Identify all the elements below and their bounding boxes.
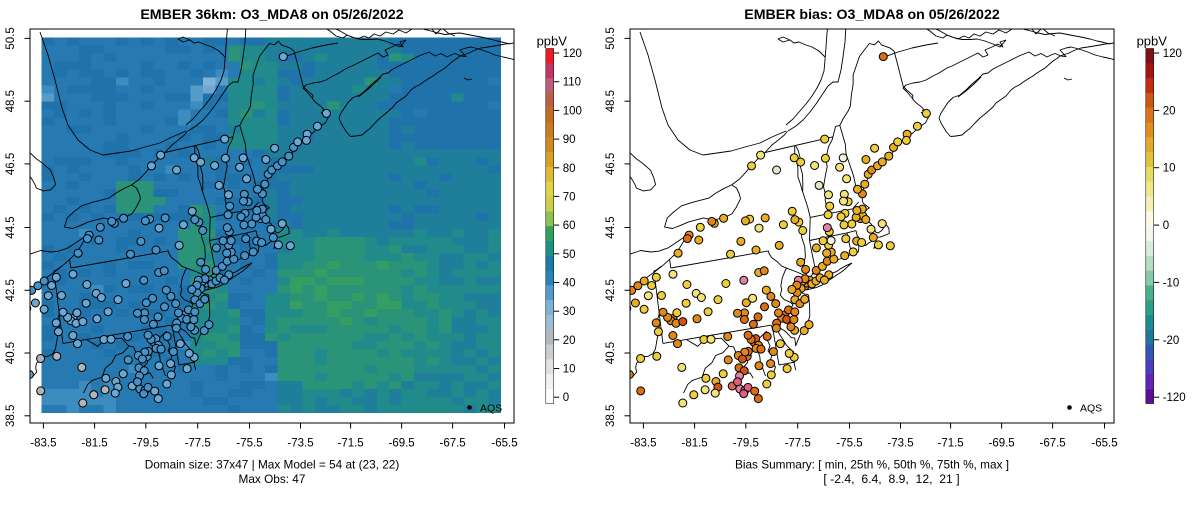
- svg-text:ppbV: ppbV: [1137, 34, 1168, 49]
- svg-text:-65.5: -65.5: [1091, 438, 1117, 450]
- svg-text:0: 0: [1163, 220, 1169, 232]
- svg-text:-67.5: -67.5: [1039, 438, 1065, 450]
- svg-text:44.5: 44.5: [605, 216, 617, 238]
- svg-text:-73.5: -73.5: [287, 438, 313, 450]
- svg-text:-77.5: -77.5: [785, 438, 811, 450]
- svg-text:-81.5: -81.5: [681, 438, 707, 450]
- svg-text:90: 90: [563, 134, 576, 146]
- svg-text:-73.5: -73.5: [887, 438, 913, 450]
- svg-text:-69.5: -69.5: [388, 438, 414, 450]
- svg-text:-20: -20: [1163, 335, 1180, 347]
- svg-text:20: 20: [563, 335, 576, 347]
- svg-text:-75.5: -75.5: [236, 438, 262, 450]
- svg-text:10: 10: [563, 364, 576, 376]
- svg-text:-83.5: -83.5: [30, 438, 56, 450]
- svg-text:42.5: 42.5: [5, 279, 17, 301]
- svg-text:38.5: 38.5: [605, 405, 617, 427]
- svg-text:10: 10: [1163, 163, 1176, 175]
- svg-text:60: 60: [563, 220, 576, 232]
- svg-text:120: 120: [563, 48, 582, 60]
- svg-text:Max Obs: 47: Max Obs: 47: [239, 472, 306, 486]
- svg-text:30: 30: [563, 306, 576, 318]
- svg-text:50: 50: [563, 249, 576, 261]
- svg-text:AQS: AQS: [1080, 403, 1102, 415]
- svg-text:-71.5: -71.5: [937, 438, 963, 450]
- svg-text:42.5: 42.5: [605, 279, 617, 301]
- svg-text:50.5: 50.5: [605, 27, 617, 49]
- svg-text:70: 70: [563, 191, 576, 203]
- svg-text:44.5: 44.5: [5, 216, 17, 238]
- svg-text:40.5: 40.5: [5, 342, 17, 364]
- svg-text:46.5: 46.5: [605, 153, 617, 175]
- svg-text:Bias Summary: [ min, 25th %, 5: Bias Summary: [ min, 25th %, 50th %, 75t…: [735, 458, 1009, 472]
- svg-text:-67.5: -67.5: [439, 438, 465, 450]
- svg-text:-79.5: -79.5: [133, 438, 159, 450]
- svg-text:-81.5: -81.5: [81, 438, 107, 450]
- svg-text:110: 110: [563, 77, 581, 89]
- svg-text:0: 0: [563, 392, 569, 404]
- svg-text:-79.5: -79.5: [733, 438, 759, 450]
- svg-text:-75.5: -75.5: [836, 438, 862, 450]
- svg-text:[ -2.4, 6.4, 8.9, 12, 21 ]: [ -2.4, 6.4, 8.9, 12, 21 ]: [823, 472, 959, 486]
- svg-text:EMBER bias: O3_MDA8 on 05/26/2: EMBER bias: O3_MDA8 on 05/26/2022: [744, 7, 1000, 23]
- svg-text:48.5: 48.5: [5, 90, 17, 112]
- svg-text:-83.5: -83.5: [630, 438, 656, 450]
- svg-text:80: 80: [563, 163, 576, 175]
- svg-text:100: 100: [563, 105, 582, 117]
- svg-text:120: 120: [1163, 48, 1182, 60]
- svg-text:-71.5: -71.5: [337, 438, 363, 450]
- svg-text:20: 20: [1163, 105, 1176, 117]
- svg-text:40.5: 40.5: [605, 342, 617, 364]
- svg-text:EMBER 36km: O3_MDA8 on 05/26/2: EMBER 36km: O3_MDA8 on 05/26/2022: [140, 7, 403, 23]
- svg-text:40: 40: [563, 278, 576, 290]
- svg-text:Domain size: 37x47 | Max Model: Domain size: 37x47 | Max Model = 54 at (…: [145, 458, 400, 472]
- svg-text:-69.5: -69.5: [988, 438, 1014, 450]
- svg-text:ppbV: ppbV: [537, 34, 568, 49]
- svg-text:-10: -10: [1163, 277, 1180, 289]
- svg-text:48.5: 48.5: [605, 90, 617, 112]
- svg-text:50.5: 50.5: [5, 27, 17, 49]
- svg-text:38.5: 38.5: [5, 405, 17, 427]
- svg-text:-77.5: -77.5: [185, 438, 211, 450]
- svg-text:46.5: 46.5: [5, 153, 17, 175]
- svg-text:-65.5: -65.5: [491, 438, 517, 450]
- svg-text:-120: -120: [1163, 392, 1186, 404]
- svg-text:AQS: AQS: [480, 403, 502, 415]
